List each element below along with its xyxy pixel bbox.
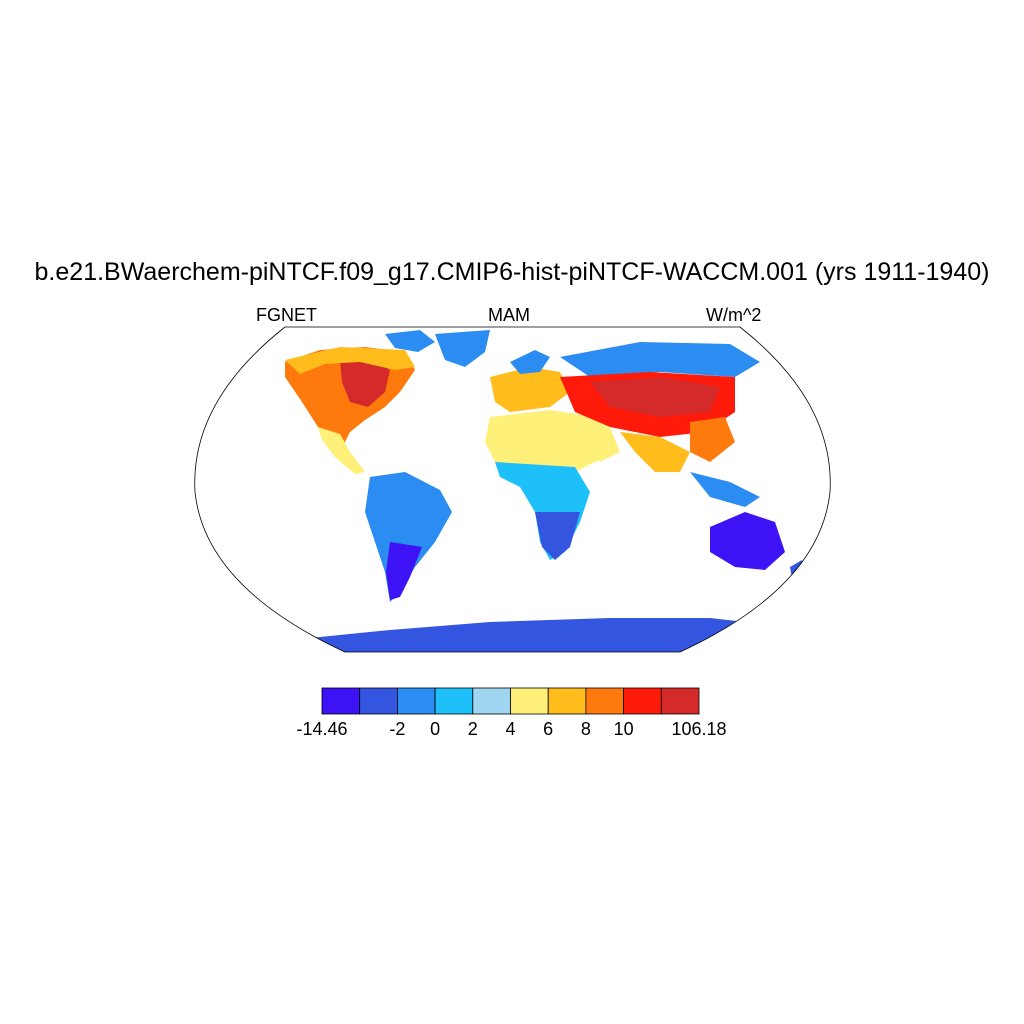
middle-east-region xyxy=(570,412,620,462)
australia-region xyxy=(710,512,785,570)
colorbar-swatch xyxy=(660,687,700,715)
variable-name: FGNET xyxy=(256,305,317,325)
south-asia-region xyxy=(620,432,690,472)
scandinavia-region xyxy=(510,350,550,374)
colorbar-swatch xyxy=(510,687,549,715)
southern-africa-region xyxy=(535,512,580,560)
patagonia-region xyxy=(386,542,422,600)
southeast-asia-region xyxy=(690,472,760,507)
world-map xyxy=(194,326,831,653)
legend-tick-label: 0 xyxy=(430,719,441,739)
colorbar-swatch xyxy=(321,687,361,715)
legend-tick-label: 4 xyxy=(505,719,516,739)
plot-title: b.e21.BWaerchem-piNTCF.f09_g17.CMIP6-his… xyxy=(34,258,990,286)
legend-tick-label: 106.18 xyxy=(671,719,727,739)
colorbar-swatch xyxy=(547,687,587,715)
europe-region xyxy=(490,367,570,412)
colorbar-swatch xyxy=(397,687,436,715)
legend-tick-label: -14.46 xyxy=(296,719,348,739)
legend-tick-label: 6 xyxy=(543,719,554,739)
legend-tick-label: 10 xyxy=(613,719,634,739)
north-america-hot-region xyxy=(340,357,390,407)
siberia-region xyxy=(560,342,760,377)
canada-north-region xyxy=(285,347,415,374)
new-zealand-region xyxy=(790,560,805,584)
colorbar-swatch xyxy=(434,687,474,715)
legend-tick-label: 8 xyxy=(580,719,591,739)
colorbar xyxy=(321,687,700,715)
colorbar-swatch xyxy=(623,687,662,715)
greenland-region xyxy=(435,330,490,367)
legend-tick-label: -2 xyxy=(389,719,406,739)
units-label: W/m^2 xyxy=(706,305,762,325)
colorbar-swatch xyxy=(359,687,398,715)
season-label: MAM xyxy=(488,305,530,325)
map-boundary xyxy=(194,326,831,653)
east-asia-region xyxy=(690,417,735,462)
south-america-region xyxy=(365,472,452,602)
antarctica-region xyxy=(194,618,831,652)
legend-tick-label: 2 xyxy=(467,719,478,739)
colorbar-swatch xyxy=(585,687,624,715)
colorbar-swatch xyxy=(472,687,511,715)
arctic-islands-region xyxy=(385,330,435,352)
central-asia-hot-region xyxy=(590,377,720,417)
mexico-region xyxy=(318,427,365,474)
